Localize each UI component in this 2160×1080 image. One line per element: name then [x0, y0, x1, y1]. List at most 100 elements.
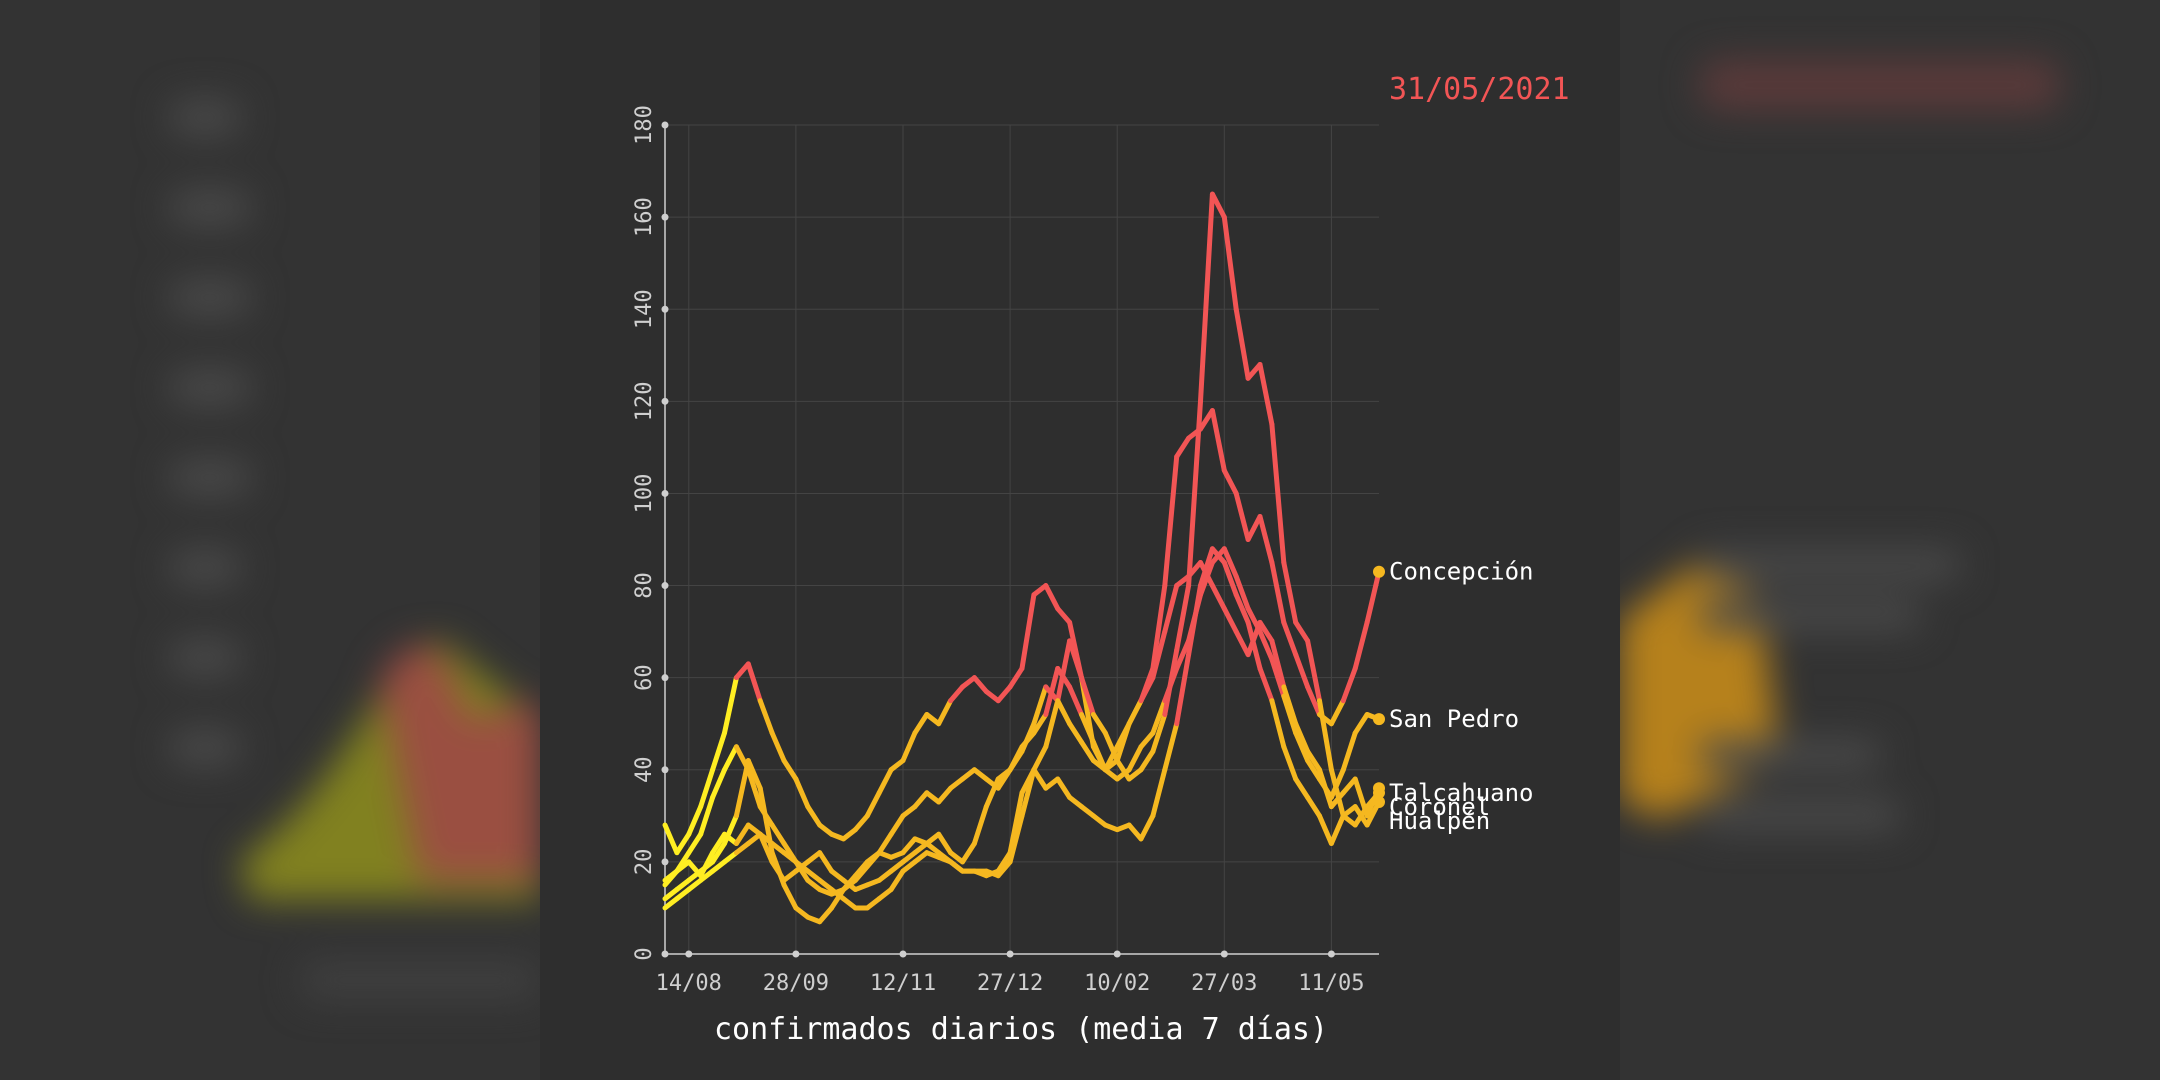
- series-line-segment: [745, 758, 763, 791]
- series-line-segment: [710, 767, 727, 800]
- series-line-segment: [698, 794, 716, 837]
- series-line-segment: [1079, 712, 1096, 745]
- series-line-segment: [864, 790, 882, 819]
- series-line-segment: [686, 877, 704, 893]
- series-line-segment: [971, 767, 989, 782]
- series-line-segment: [1352, 619, 1370, 671]
- series-line-segment: [710, 840, 727, 865]
- series-line-segment: [1031, 684, 1049, 727]
- axes: [661, 121, 1379, 958]
- series-line-segment: [793, 859, 811, 874]
- series-line-segment: [995, 767, 1013, 782]
- y-tick-label: 0: [632, 947, 657, 960]
- series-line-segment: [1281, 693, 1299, 736]
- series-line-segment: [769, 730, 787, 764]
- series-lines: [662, 191, 1382, 925]
- series-line-segment: [745, 831, 763, 846]
- series-line-segment: [1257, 361, 1275, 427]
- series-line-segment: [698, 767, 716, 810]
- series-line-segment: [960, 840, 977, 865]
- series-line-segment: [1352, 712, 1370, 736]
- series-line-segment: [805, 877, 823, 893]
- series-line-segment: [1067, 794, 1084, 810]
- series-line-segment: [733, 758, 751, 819]
- series-line-segment: [745, 767, 763, 810]
- series-line-segment: [1186, 398, 1203, 589]
- series-line-segment: [710, 831, 727, 856]
- series-line-segment: [900, 859, 918, 874]
- series-line-segment: [1102, 767, 1120, 782]
- series-line-segment: [781, 758, 799, 782]
- series-endpoint: [1373, 713, 1385, 726]
- x-tick-label: 27/12: [977, 971, 1043, 996]
- series-line-segment: [852, 813, 870, 833]
- series-line-segment: [1090, 813, 1108, 828]
- series-line-segment: [1090, 712, 1108, 736]
- series-line-segment: [1186, 583, 1203, 658]
- series-line-segment: [1114, 721, 1132, 750]
- series-line-segment: [674, 887, 692, 902]
- series-line-segment: [1352, 776, 1370, 819]
- series-line-segment: [1079, 739, 1096, 764]
- series-line-segment: [1126, 822, 1144, 842]
- x-tick-label: 12/11: [870, 971, 936, 996]
- x-axis-label: confirmados diarios (media 7 días): [714, 1012, 1328, 1047]
- series-line-segment: [1364, 569, 1382, 625]
- series-line-segment: [1293, 652, 1311, 690]
- x-tick-label: 27/03: [1191, 971, 1257, 996]
- y-tick-label: 100: [632, 474, 657, 514]
- y-tick-label: 120: [632, 381, 657, 421]
- series-line-segment: [876, 831, 894, 856]
- series-line-segment: [936, 698, 954, 727]
- series-line-segment: [1126, 744, 1144, 773]
- series-line-segment: [757, 698, 775, 736]
- series-line-segment: [1317, 813, 1334, 846]
- series-line-segment: [912, 840, 930, 856]
- series-line-segment: [1138, 730, 1156, 750]
- series-line-segment: [698, 850, 716, 879]
- series-line-segment: [1305, 794, 1322, 819]
- series-line-segment: [686, 859, 704, 879]
- series-line-segment: [960, 767, 977, 782]
- series-line-segment: [817, 850, 835, 874]
- series-line-segment: [829, 887, 846, 902]
- series-line-segment: [1269, 421, 1287, 566]
- series-line-segment: [983, 776, 1001, 810]
- series-line-segment: [674, 859, 692, 874]
- series-line-segment: [733, 840, 751, 856]
- series-line-segment: [1257, 619, 1275, 644]
- series-endpoint: [1373, 782, 1385, 795]
- x-tick-label: 28/09: [763, 971, 829, 996]
- series-line-segment: [1007, 813, 1025, 865]
- series-line-segment: [662, 822, 680, 856]
- series-line-segment: [1328, 813, 1346, 846]
- x-ticks: 14/08 28/09 12/11 27/12 10/02 27/03 11/05: [656, 971, 1365, 996]
- series-line-segment: [1281, 560, 1299, 625]
- series-line-segment: [769, 859, 787, 883]
- series-line-segment: [662, 896, 680, 911]
- y-tick-label: 80: [632, 572, 657, 599]
- series-line-segment: [1102, 744, 1120, 773]
- series-line-segment: [841, 896, 858, 911]
- series-line-segment: [1293, 776, 1311, 800]
- series-line-segment: [1174, 573, 1192, 589]
- series-line-segment: [1209, 408, 1227, 473]
- series-line-segment: [1257, 629, 1275, 662]
- series-line-segment: [1043, 583, 1061, 612]
- series-line-segment: [1221, 467, 1239, 496]
- series-line-segment: [1007, 748, 1025, 773]
- series-line-segment: [1174, 435, 1192, 460]
- series-endpoint: [1373, 565, 1385, 578]
- series-line-segment: [781, 868, 799, 883]
- y-tick-label: 160: [632, 197, 657, 237]
- series-line-segment: [1209, 191, 1227, 220]
- y-tick-label: 40: [632, 757, 657, 784]
- series-line-segment: [1221, 214, 1239, 312]
- series-line-segment: [1233, 490, 1251, 542]
- series-line-segment: [995, 859, 1013, 879]
- series-line-segment: [722, 744, 739, 773]
- series-line-segment: [912, 850, 930, 865]
